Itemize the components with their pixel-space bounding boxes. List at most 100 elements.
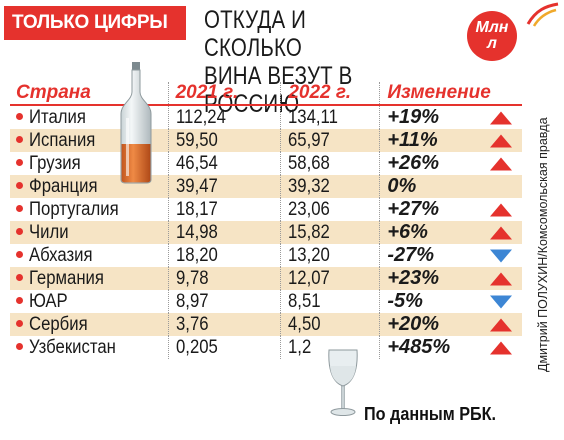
value-2021: 18,17 (175, 198, 218, 220)
unit-badge: Млн л (467, 11, 517, 61)
change-value: +26% (387, 152, 440, 174)
value-2021-cell: 112,24 (167, 105, 281, 129)
value-2022-cell: 134,11 (280, 105, 380, 129)
table-row: ЮАР 8,97 8,51 -5% (10, 290, 522, 313)
change-value: +19% (387, 106, 440, 128)
change-cell: +27% (379, 198, 522, 221)
value-2022-cell: 13,20 (280, 244, 380, 267)
country-name: Италия (29, 106, 86, 128)
value-2022-cell: 65,97 (280, 129, 380, 152)
change-cell: +23% (379, 267, 522, 290)
country-cell: Германия (10, 267, 169, 290)
unit-line-1: Млн (475, 19, 509, 36)
value-2022: 65,97 (288, 129, 331, 151)
country-cell: Португалия (10, 198, 168, 221)
table-row: Италия 112,24 134,11 +19% (10, 105, 522, 129)
value-2022: 12,07 (288, 267, 331, 289)
value-2021-cell: 39,47 (167, 175, 281, 198)
value-2021-cell: 9,78 (167, 267, 281, 290)
table-row: Сербия 3,76 4,50 +20% (10, 313, 522, 336)
arrow-down-icon (490, 295, 512, 308)
bullet-icon (16, 135, 23, 143)
table-header-row: Страна 2021 г. 2022 г. Изменение (10, 82, 522, 106)
bullet-icon (16, 319, 23, 327)
bullet-icon (16, 296, 23, 304)
table-row: Узбекистан 0,205 1,2 +485% (10, 336, 522, 359)
country-name: Чили (29, 221, 69, 243)
decorative-swoosh-icon (526, 2, 559, 27)
arrow-up-icon (490, 203, 512, 216)
value-2022-cell: 39,32 (280, 175, 380, 198)
change-value: +6% (387, 221, 428, 243)
value-2021: 9,78 (175, 267, 209, 289)
column-header-country: Страна (10, 82, 169, 106)
country-cell: Чили (10, 221, 169, 244)
change-value: -5% (387, 290, 423, 312)
value-2021: 39,47 (175, 175, 218, 197)
table-row: Португалия 18,17 23,06 +27% (10, 198, 522, 221)
section-badge: ТОЛЬКО ЦИФРЫ (4, 6, 186, 40)
column-header-change: Изменение (379, 82, 522, 106)
country-name: Абхазия (29, 244, 93, 266)
value-2021-cell: 18,17 (167, 198, 281, 221)
arrow-up-icon (490, 111, 512, 124)
value-2022: 23,06 (288, 198, 331, 220)
unit-line-2: л (487, 35, 497, 52)
value-2022-cell: 12,07 (280, 267, 380, 290)
table-row: Испания 59,50 65,97 +11% (10, 129, 522, 152)
value-2021-cell: 14,98 (167, 221, 281, 244)
value-2021: 46,54 (175, 152, 218, 174)
country-name: Германия (29, 267, 104, 289)
change-cell: +19% (379, 105, 522, 129)
bullet-icon (16, 181, 23, 189)
arrow-down-icon (490, 249, 512, 262)
value-2021: 112,24 (175, 106, 226, 128)
value-2021-cell: 8,97 (167, 290, 281, 313)
arrow-up-icon (490, 341, 512, 354)
change-value: +11% (387, 129, 438, 151)
value-2021-cell: 46,54 (167, 152, 281, 175)
value-2022-cell: 15,82 (280, 221, 380, 244)
country-name: Испания (29, 129, 96, 151)
change-cell: -27% (379, 244, 522, 267)
table-row: Абхазия 18,20 13,20 -27% (10, 244, 522, 267)
table-row: Грузия 46,54 58,68 +26% (10, 152, 522, 175)
value-2021-cell: 59,50 (167, 129, 281, 152)
bullet-icon (16, 250, 23, 258)
change-value: -27% (387, 244, 435, 266)
country-cell: Италия (10, 105, 168, 129)
value-2021-cell: 0,205 (167, 336, 281, 359)
arrow-up-icon (490, 226, 512, 239)
change-value: +23% (387, 267, 440, 289)
table-row: Германия 9,78 12,07 +23% (10, 267, 522, 290)
arrow-up-icon (490, 272, 512, 285)
value-2022: 13,20 (288, 244, 331, 266)
change-cell: +485% (379, 336, 522, 359)
country-name: Португалия (29, 198, 119, 220)
value-2022-cell: 23,06 (280, 198, 380, 221)
value-2021: 3,76 (175, 313, 209, 335)
country-name: Узбекистан (29, 336, 116, 358)
country-name: Сербия (29, 313, 88, 335)
value-2022: 15,82 (288, 221, 331, 243)
value-2022: 58,68 (288, 152, 331, 174)
change-value: 0% (387, 175, 417, 197)
country-cell: Абхазия (10, 244, 168, 267)
change-cell: +20% (379, 313, 522, 336)
change-cell: +6% (379, 221, 522, 244)
country-name: Франция (29, 175, 98, 197)
wine-import-table: Страна 2021 г. 2022 г. Изменение Италия 1… (10, 82, 522, 359)
value-2022-cell: 8,51 (280, 290, 380, 313)
country-cell: Сербия (10, 313, 169, 336)
change-cell: 0% (379, 175, 522, 198)
change-cell: +11% (379, 129, 522, 152)
change-cell: -5% (379, 290, 522, 313)
bullet-icon (16, 342, 23, 350)
change-cell: +26% (379, 152, 522, 175)
bullet-icon (16, 112, 23, 120)
value-2021: 0,205 (175, 336, 218, 358)
value-2021: 18,20 (175, 244, 218, 266)
value-2021-cell: 3,76 (167, 313, 281, 336)
change-value: +485% (387, 336, 451, 358)
wine-glass-icon (328, 349, 358, 416)
